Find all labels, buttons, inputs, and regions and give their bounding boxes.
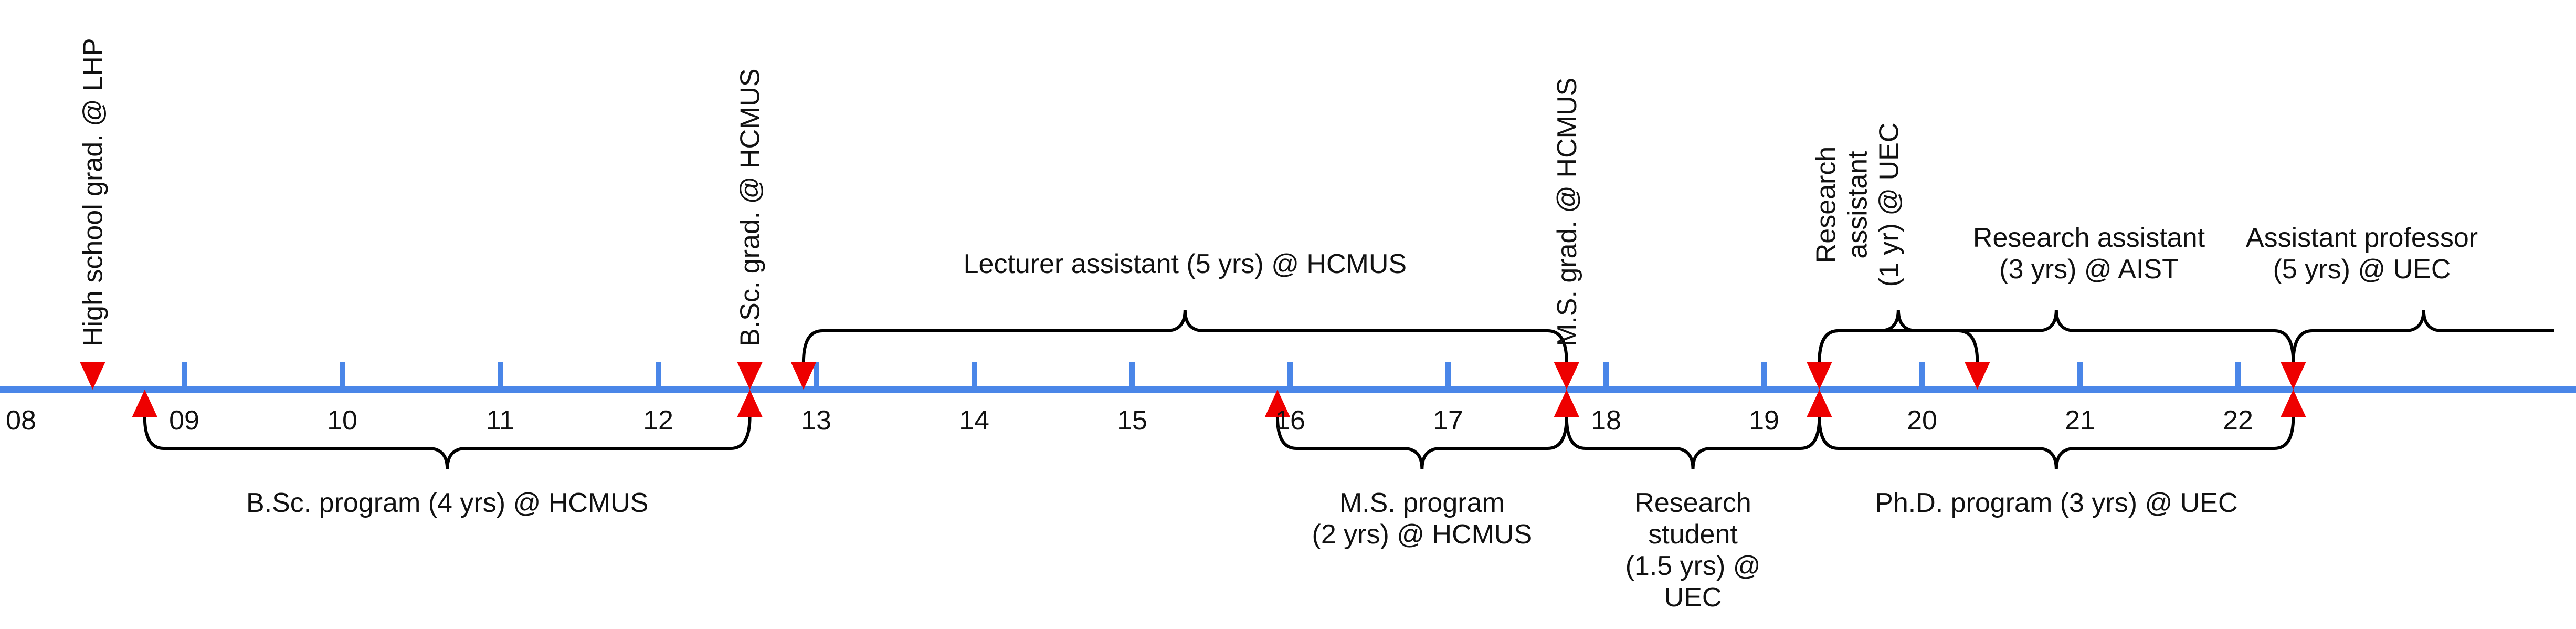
- year-label: 08: [6, 405, 36, 436]
- bsc-end-marker: [737, 390, 763, 417]
- ms-start-marker: [1264, 390, 1290, 417]
- aist-research-assistant-label-line: (3 yrs) @ AIST: [1999, 254, 2179, 285]
- year-label: 12: [643, 405, 673, 436]
- year-label: 19: [1749, 405, 1779, 436]
- phd-program-label-line: Ph.D. program (3 yrs) @ UEC: [1875, 488, 2237, 518]
- phd-program-label: Ph.D. program (3 yrs) @ UEC: [1875, 488, 2237, 518]
- year-label: 15: [1117, 405, 1147, 436]
- high-school-grad-label: High school grad. @ LHP: [78, 38, 108, 347]
- year-label: 14: [959, 405, 989, 436]
- year-tick-layer: [182, 362, 2241, 390]
- year-label: 20: [1907, 405, 1937, 436]
- ms-grad-label: M.S. grad. @ HCMUS: [1552, 78, 1582, 347]
- phd-end-up-marker: [2281, 390, 2306, 417]
- research-student-bracket: [1565, 416, 1821, 470]
- phd-program-bracket: [1818, 416, 2295, 470]
- ms-program-label-line: (2 yrs) @ HCMUS: [1312, 519, 1533, 550]
- uec-research-assistant-bracket: [1818, 309, 1979, 363]
- assistant-professor-label: Assistant professor(5 yrs) @ UEC: [2246, 223, 2478, 285]
- aist-research-assistant-label: Research assistant(3 yrs) @ AIST: [1973, 223, 2205, 285]
- uec-research-assistant-label-line: Research: [1811, 146, 1841, 264]
- marker-layer: [80, 362, 2306, 417]
- bsc-program-label-line: B.Sc. program (4 yrs) @ HCMUS: [246, 488, 648, 518]
- uec-research-assistant-label-line: (1 yr) @ UEC: [1874, 123, 1904, 287]
- year-label: 13: [801, 405, 831, 436]
- lecturer-assistant-bracket: [801, 309, 1568, 363]
- phd-start-marker: [1807, 390, 1832, 417]
- bsc-program-label: B.Sc. program (4 yrs) @ HCMUS: [246, 488, 648, 518]
- year-label: 21: [2065, 405, 2095, 436]
- year-label: 09: [169, 405, 199, 436]
- high-school-marker: [80, 362, 105, 390]
- ms-end-marker: [1554, 390, 1579, 417]
- uec-ra-end-marker: [1965, 362, 1990, 390]
- aist-research-assistant-bracket: [1818, 309, 2295, 363]
- label-layer: 08 09 10 11 12 13 14 15 16 17 18 19 20 21 22 Lecturer a…: [6, 38, 2478, 613]
- year-label: 22: [2223, 405, 2253, 436]
- bracket-layer: [143, 309, 2554, 470]
- bsc-grad-marker: [737, 362, 763, 390]
- ms-grad-marker: [1554, 362, 1579, 390]
- bsc-program-bracket: [143, 416, 752, 470]
- research-student-label-line: student: [1648, 519, 1738, 550]
- aist-research-assistant-label-line: Research assistant: [1973, 223, 2205, 253]
- year-label: 16: [1275, 405, 1305, 436]
- year-label: 11: [486, 405, 514, 436]
- ms-program-bracket: [1275, 416, 1568, 470]
- ms-program-label-line: M.S. program: [1339, 488, 1505, 518]
- year-label: 17: [1433, 405, 1463, 436]
- research-student-label-line: Research: [1634, 488, 1751, 518]
- lecturer-assistant-label: Lecturer assistant (5 yrs) @ HCMUS: [964, 249, 1407, 279]
- ms-program-label: M.S. program(2 yrs) @ HCMUS: [1312, 488, 1533, 550]
- research-student-label-line: (1.5 yrs) @: [1625, 551, 1761, 581]
- assistant-professor-bracket: [2292, 309, 2554, 363]
- lecturer-start-marker: [790, 362, 816, 390]
- uec-research-assistant-label: Research assistant (1 yr) @ UEC: [1811, 123, 1904, 287]
- year-label: 18: [1591, 405, 1621, 436]
- year-label: 10: [327, 405, 357, 436]
- research-student-label-line: UEC: [1664, 582, 1722, 613]
- bsc-start-marker: [132, 390, 157, 417]
- assistant-professor-label-line: (5 yrs) @ UEC: [2273, 254, 2451, 285]
- phd-end-marker: [2281, 362, 2306, 390]
- research-student-end-marker: [1807, 362, 1832, 390]
- bsc-grad-label: B.Sc. grad. @ HCMUS: [735, 68, 766, 347]
- uec-research-assistant-label-line: assistant: [1842, 151, 1873, 259]
- assistant-professor-label-line: Assistant professor: [2246, 223, 2478, 253]
- lecturer-assistant-label-line: Lecturer assistant (5 yrs) @ HCMUS: [964, 249, 1407, 279]
